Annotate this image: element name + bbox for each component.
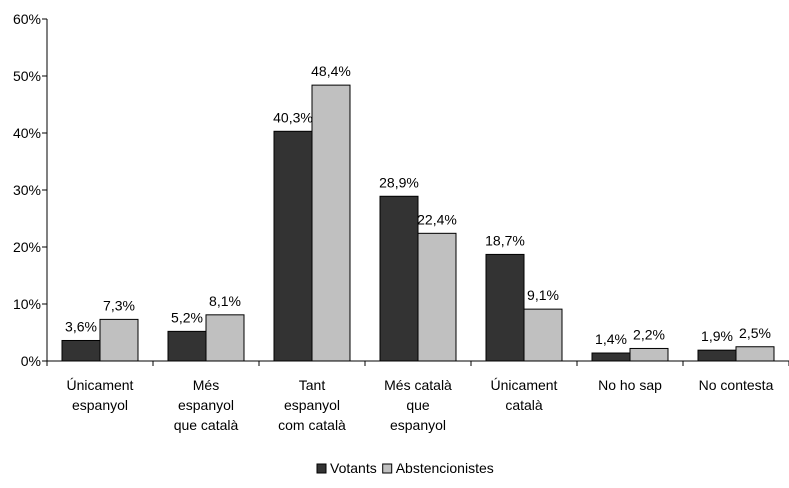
category-label: No contesta xyxy=(699,377,774,393)
data-label: 48,4% xyxy=(311,63,351,79)
category-label-line: Tant xyxy=(299,377,326,393)
category-label: Més espanyol que català xyxy=(174,377,239,433)
y-tick-label: 0% xyxy=(21,353,41,369)
category-label-line: No contesta xyxy=(699,377,774,393)
data-label: 1,9% xyxy=(701,328,733,344)
data-labels: 3,6% 7,3% 5,2% 8,1% 40,3% 48,4% 28,9% 22,4% 18,7… xyxy=(65,63,771,347)
bar-abstencionistes xyxy=(205,314,245,362)
category-label-line: com català xyxy=(278,417,346,433)
y-tick-label: 40% xyxy=(13,125,41,141)
data-label: 2,2% xyxy=(633,326,665,342)
bar-votants xyxy=(485,253,525,362)
category-label-line: català xyxy=(505,397,543,413)
category-label: Més català que espanyol xyxy=(384,377,452,433)
y-tick-label: 50% xyxy=(13,68,41,84)
y-tick-label: 10% xyxy=(13,296,41,312)
data-label: 7,3% xyxy=(103,297,135,313)
bar-abstencionistes xyxy=(99,318,139,362)
category-label: No ho sap xyxy=(598,377,662,393)
y-tick-label: 20% xyxy=(13,239,41,255)
category-label-line: Únicament xyxy=(67,377,134,393)
category-label: Tant espanyol com català xyxy=(278,377,346,433)
category-label: Únicament català xyxy=(491,377,558,413)
data-label: 40,3% xyxy=(273,109,313,125)
category-label-line: que català xyxy=(174,417,239,433)
bar-abstencionistes xyxy=(417,232,457,362)
category-label-line: espanyol xyxy=(72,397,128,413)
category-label: Únicament espanyol xyxy=(67,377,134,413)
bar-abstencionistes xyxy=(311,84,351,362)
bar-votants xyxy=(273,130,313,362)
bar-votants xyxy=(167,330,207,362)
data-label: 1,4% xyxy=(595,331,627,347)
bar-abstencionistes xyxy=(735,346,775,362)
legend-label: Votants xyxy=(330,460,377,476)
category-label-line: No ho sap xyxy=(598,377,662,393)
data-label: 9,1% xyxy=(527,287,559,303)
legend-label: Abstencionistes xyxy=(396,460,494,476)
category-labels: Únicament espanyol Més espanyol que català Ta… xyxy=(67,377,774,433)
data-label: 2,5% xyxy=(739,325,771,341)
data-label: 3,6% xyxy=(65,318,97,334)
bar-votants xyxy=(697,349,737,362)
bar-votants xyxy=(591,352,631,362)
data-label: 28,9% xyxy=(379,174,419,190)
legend: Votants Abstencionistes xyxy=(316,460,494,476)
category-label-line: Més xyxy=(193,377,219,393)
bar-votants xyxy=(61,339,101,362)
category-label-line: espanyol xyxy=(284,397,340,413)
legend-swatch xyxy=(382,463,393,474)
category-label-line: que xyxy=(406,397,430,413)
category-label-line: Més català xyxy=(384,377,452,393)
y-tick-label: 60% xyxy=(13,11,41,27)
data-label: 8,1% xyxy=(209,293,241,309)
y-tick-label: 30% xyxy=(13,182,41,198)
category-label-line: espanyol xyxy=(178,397,234,413)
bar-votants xyxy=(379,195,419,362)
data-label: 18,7% xyxy=(485,232,525,248)
bar-abstencionistes xyxy=(629,347,669,362)
bars xyxy=(61,84,775,362)
data-label: 5,2% xyxy=(171,309,203,325)
bar-abstencionistes xyxy=(523,308,563,362)
legend-swatch xyxy=(316,463,327,474)
category-label-line: Únicament xyxy=(491,377,558,393)
category-label-line: espanyol xyxy=(390,417,446,433)
data-label: 22,4% xyxy=(417,211,457,227)
